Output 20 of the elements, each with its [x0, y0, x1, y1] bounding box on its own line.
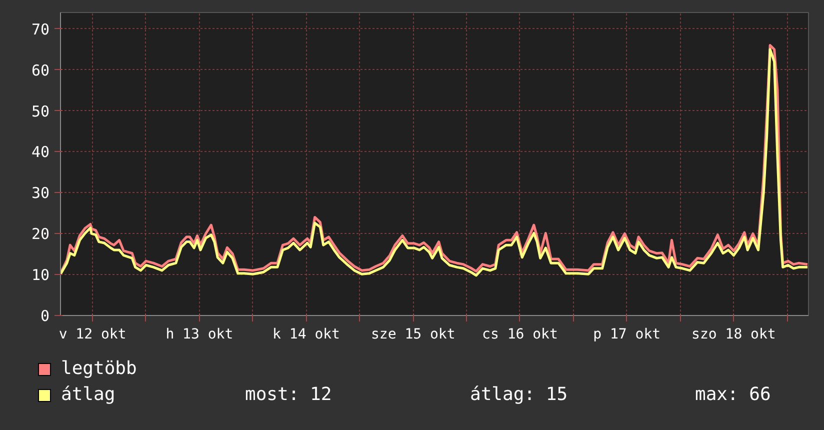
- legend-label: átlag: [61, 383, 116, 408]
- y-tick-label: 60: [31, 61, 50, 80]
- x-tick-label: cs 16 okt: [482, 326, 558, 342]
- y-tick-label: 0: [40, 307, 50, 325]
- x-tick-label: v 12 okt: [58, 326, 126, 342]
- y-tick-label: 70: [31, 20, 50, 38]
- x-tick-label: sze 15 okt: [370, 326, 456, 342]
- y-tick-label: 20: [31, 225, 50, 244]
- text: most: 12: [245, 383, 332, 407]
- x-tick-label: szo 18 okt: [692, 326, 776, 342]
- y-tick-label: 40: [31, 143, 50, 162]
- x-tick-label: p 17 okt: [593, 326, 661, 342]
- x-tick-label: k 14 okt: [272, 326, 340, 342]
- y-tick-label: 30: [31, 184, 50, 202]
- x-tick-label: h 13 okt: [166, 326, 234, 342]
- text: átlag: 15: [470, 383, 568, 407]
- y-tick-label: 10: [31, 266, 50, 284]
- y-tick-label: 50: [31, 102, 50, 120]
- legend-label: legtöbb: [61, 357, 137, 382]
- text: max: 66: [695, 383, 771, 407]
